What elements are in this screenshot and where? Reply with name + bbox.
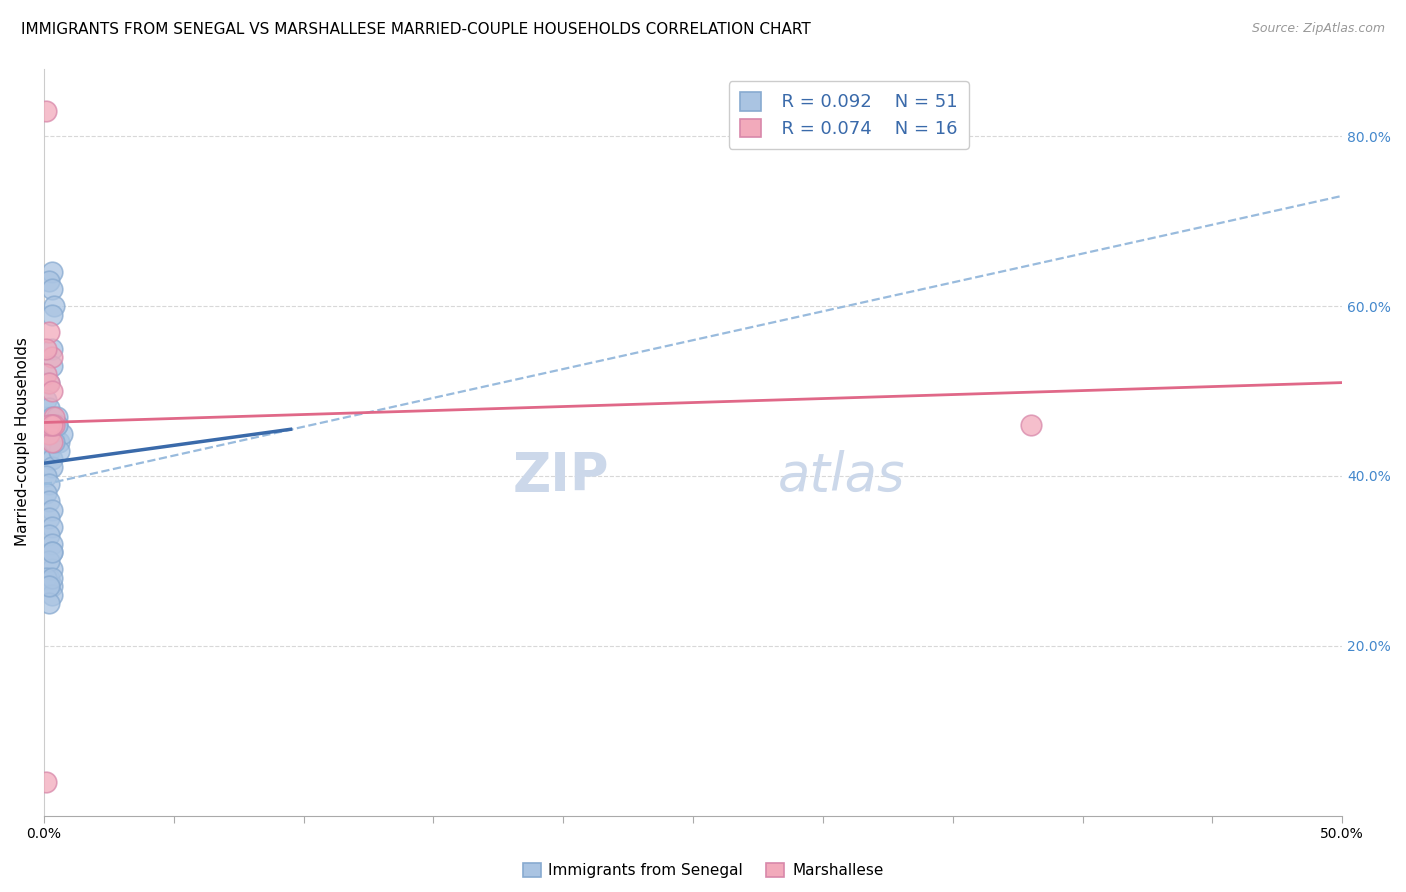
Point [41, 562, 63, 576]
Point [41, 282, 63, 296]
Point [44, 409, 66, 424]
Point [41, 579, 63, 593]
Point [38, 426, 60, 441]
Y-axis label: Married-couple Households: Married-couple Households [15, 337, 30, 547]
Point [38, 571, 60, 585]
Point [38, 554, 60, 568]
Point [41, 503, 63, 517]
Point [45, 418, 67, 433]
Point [35, 426, 58, 441]
Point [41, 418, 63, 433]
Point [38, 401, 60, 415]
Point [41, 409, 63, 424]
Point [41, 537, 63, 551]
Point [44, 418, 66, 433]
Point [41, 342, 63, 356]
Point [38, 418, 60, 433]
Point [41, 588, 63, 602]
Point [45, 418, 67, 433]
Point [38, 596, 60, 610]
Point [38, 376, 60, 390]
Point [41, 265, 63, 279]
Point [38, 511, 60, 525]
Point [41, 571, 63, 585]
Point [41, 359, 63, 373]
Point [41, 435, 63, 450]
Point [35, 571, 58, 585]
Legend: Immigrants from Senegal, Marshallese: Immigrants from Senegal, Marshallese [516, 857, 890, 884]
Point [38, 477, 60, 491]
Point [44, 418, 66, 433]
Point [35, 774, 58, 789]
Point [44, 299, 66, 313]
Point [41, 452, 63, 467]
Point [41, 418, 63, 433]
Point [38, 325, 60, 339]
Point [41, 384, 63, 398]
Text: ZIP: ZIP [512, 450, 609, 501]
Point [35, 469, 58, 483]
Text: Source: ZipAtlas.com: Source: ZipAtlas.com [1251, 22, 1385, 36]
Point [35, 486, 58, 500]
Point [41, 350, 63, 364]
Point [38, 435, 60, 450]
Legend:   R = 0.092    N = 51,   R = 0.074    N = 16: R = 0.092 N = 51, R = 0.074 N = 16 [728, 81, 969, 149]
Point [35, 392, 58, 407]
Point [41, 460, 63, 475]
Point [38, 376, 60, 390]
Point [38, 579, 60, 593]
Text: IMMIGRANTS FROM SENEGAL VS MARSHALLESE MARRIED-COUPLE HOUSEHOLDS CORRELATION CHA: IMMIGRANTS FROM SENEGAL VS MARSHALLESE M… [21, 22, 811, 37]
Point [1019, 418, 1042, 433]
Point [38, 274, 60, 288]
Point [35, 342, 58, 356]
Point [48, 443, 70, 458]
Point [44, 418, 66, 433]
Point [38, 528, 60, 542]
Text: atlas: atlas [778, 450, 905, 501]
Point [38, 418, 60, 433]
Point [38, 579, 60, 593]
Point [38, 418, 60, 433]
Point [41, 520, 63, 534]
Point [51, 426, 73, 441]
Point [45, 409, 67, 424]
Point [41, 308, 63, 322]
Point [41, 545, 63, 559]
Point [48, 435, 70, 450]
Point [44, 435, 66, 450]
Point [44, 426, 66, 441]
Point [35, 426, 58, 441]
Point [41, 545, 63, 559]
Point [38, 494, 60, 508]
Point [35, 367, 58, 381]
Point [35, 103, 58, 118]
Point [35, 409, 58, 424]
Point [38, 443, 60, 458]
